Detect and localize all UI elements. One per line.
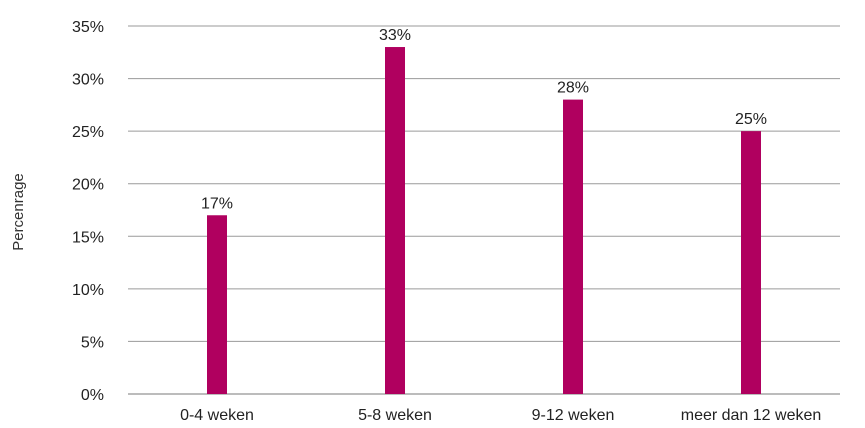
x-axis-ticks: 0-4 weken 5-8 weken 9-12 weken meer dan 12 … bbox=[180, 407, 821, 424]
y-tick-label: 35% bbox=[72, 19, 104, 36]
data-label: 25% bbox=[735, 111, 767, 128]
y-tick-label: 0% bbox=[81, 387, 104, 404]
y-axis-title: Percenrage bbox=[10, 173, 27, 251]
bar bbox=[207, 215, 227, 394]
y-axis-ticks: 0% 5% 10% 15% 20% 25% 30% 35% bbox=[72, 19, 104, 404]
x-tick-label: meer dan 12 weken bbox=[681, 407, 822, 424]
x-tick-label: 5-8 weken bbox=[358, 407, 432, 424]
y-tick-label: 20% bbox=[72, 177, 104, 194]
bar bbox=[385, 47, 405, 395]
bar bbox=[741, 131, 761, 394]
data-label: 28% bbox=[557, 80, 589, 97]
y-tick-label: 10% bbox=[72, 282, 104, 299]
gridlines bbox=[128, 25, 840, 395]
bars bbox=[207, 47, 761, 395]
data-label: 17% bbox=[201, 195, 233, 212]
data-labels: 17% 33% 28% 25% bbox=[201, 27, 767, 212]
y-tick-label: 5% bbox=[81, 334, 104, 351]
x-tick-label: 9-12 weken bbox=[532, 407, 615, 424]
y-tick-label: 15% bbox=[72, 229, 104, 246]
y-tick-label: 25% bbox=[72, 124, 104, 141]
y-tick-label: 30% bbox=[72, 72, 104, 89]
data-label: 33% bbox=[379, 27, 411, 44]
bar bbox=[563, 99, 583, 394]
x-tick-label: 0-4 weken bbox=[180, 407, 254, 424]
